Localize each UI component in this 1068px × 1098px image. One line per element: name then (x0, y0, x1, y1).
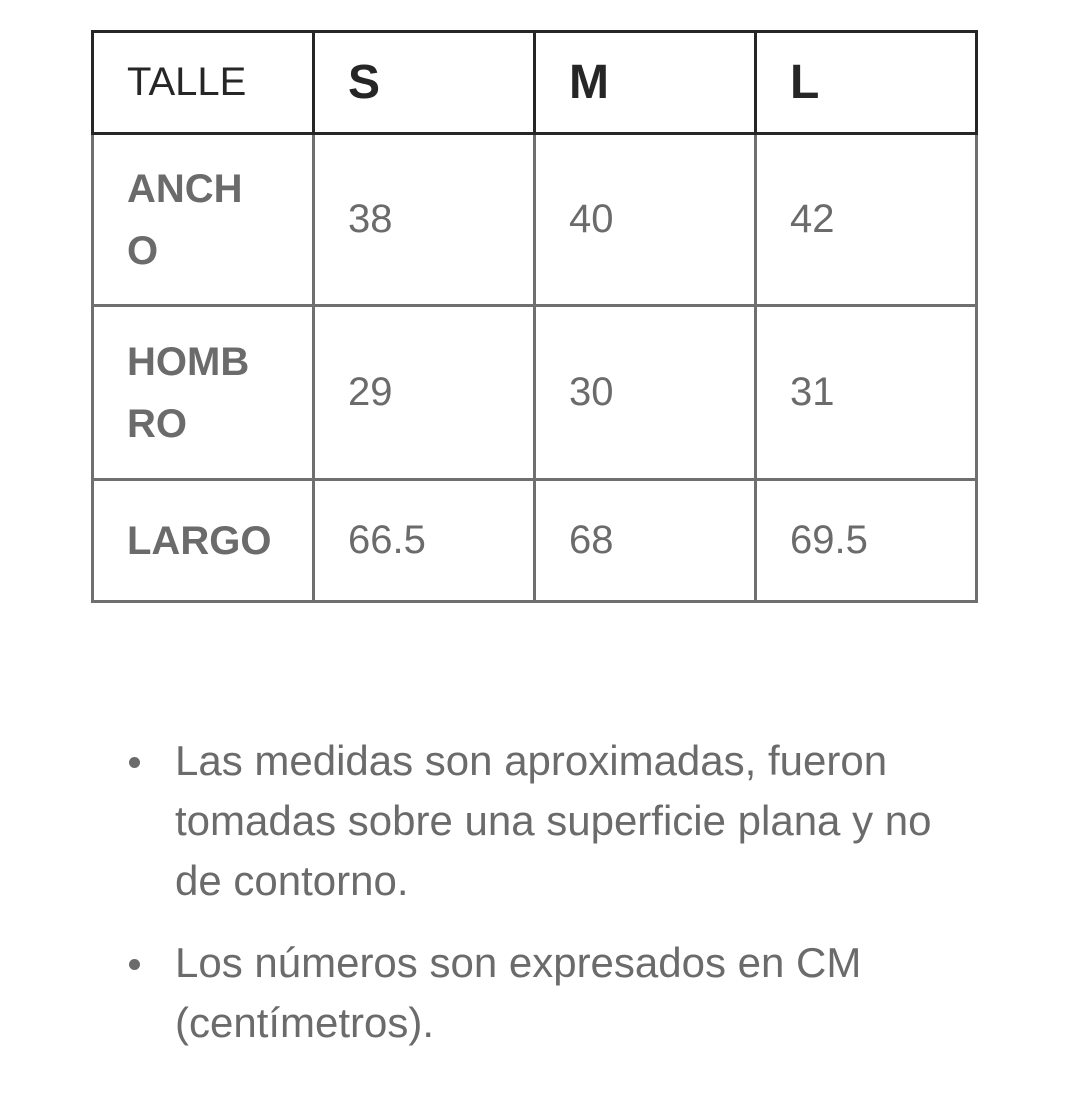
bullet-icon (129, 959, 140, 970)
row-label-ancho: ANCHO (91, 132, 315, 307)
size-table-header-row: TALLE S M L (91, 30, 978, 135)
value-ancho-s: 38 (312, 132, 536, 307)
table-row-ancho: ANCHO 38 40 42 (91, 132, 978, 307)
notes-list: Las medidas son aproximadas, fueron toma… (128, 731, 965, 1053)
note-item-measurements: Las medidas son aproximadas, fueron toma… (128, 731, 965, 911)
value-hombro-s: 29 (312, 304, 536, 481)
header-cell-size-s: S (312, 30, 536, 135)
table-row-largo: LARGO 66.5 68 69.5 (91, 478, 978, 603)
value-hombro-l: 31 (754, 304, 978, 481)
value-largo-m: 68 (533, 478, 757, 603)
value-largo-s: 66.5 (312, 478, 536, 603)
header-cell-size-m: M (533, 30, 757, 135)
row-label-text: HOMBRO (127, 339, 250, 446)
row-label-text: LARGO (127, 518, 272, 563)
header-cell-talle: TALLE (91, 30, 315, 135)
bullet-icon (129, 757, 140, 768)
value-ancho-m: 40 (533, 132, 757, 307)
value-hombro-m: 30 (533, 304, 757, 481)
row-label-largo: LARGO (91, 478, 315, 603)
size-table: TALLE S M L ANCHO 38 40 42 HOMBRO 29 30 (91, 30, 978, 603)
size-chart-section: TALLE S M L ANCHO 38 40 42 HOMBRO 29 30 (0, 30, 1068, 1053)
row-label-text: ANCHO (127, 166, 243, 273)
note-text: Los números son expresados en CM (centím… (175, 939, 862, 1046)
row-label-hombro: HOMBRO (91, 304, 315, 481)
header-cell-size-l: L (754, 30, 978, 135)
value-ancho-l: 42 (754, 132, 978, 307)
note-item-units: Los números son expresados en CM (centím… (128, 933, 965, 1053)
value-largo-l: 69.5 (754, 478, 978, 603)
table-row-hombro: HOMBRO 29 30 31 (91, 304, 978, 481)
note-text: Las medidas son aproximadas, fueron toma… (175, 737, 932, 904)
